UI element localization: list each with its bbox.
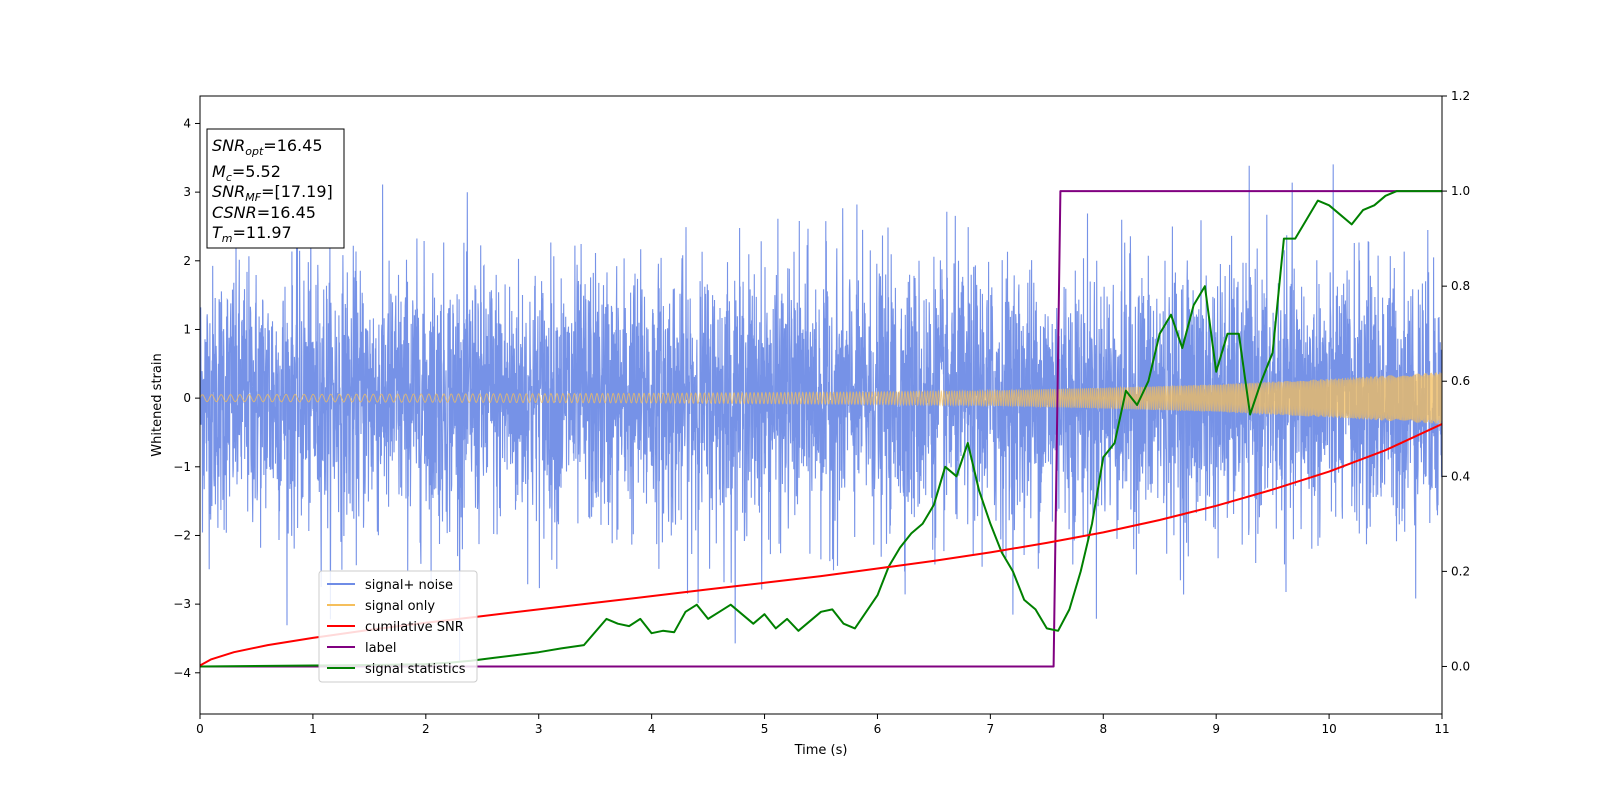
legend-item-signal-statistics: signal statistics <box>327 662 466 677</box>
y2-tick-label: 0.6 <box>1451 374 1470 388</box>
x-tick-label: 5 <box>761 722 769 736</box>
plot-frame <box>199 95 1443 715</box>
annotation-frame <box>206 128 345 249</box>
x-axis-label: Time (s) <box>794 743 848 758</box>
annotation-tm: Tm=11.97 <box>212 223 292 245</box>
legend-item-signal-plus-noise: signal+ noise <box>327 578 453 593</box>
y2-tick-label: 1.2 <box>1451 89 1470 103</box>
y-tick-label: −4 <box>173 666 191 680</box>
y2-tick-label: 0.8 <box>1451 279 1470 293</box>
axes-layer <box>199 95 1443 715</box>
legend-item-cumulative-snr: cumilative SNR <box>327 620 464 635</box>
x-tick-label: 0 <box>196 722 204 736</box>
label-line <box>200 190 1442 668</box>
y-tick-label: −1 <box>173 460 191 474</box>
y2-tick-label: 0.4 <box>1451 469 1470 483</box>
legend-label-signal-plus-noise: signal+ noise <box>365 578 453 593</box>
legend: signal+ noise signal only cumilative SNR… <box>318 570 478 683</box>
signal-only-layer <box>200 372 1442 425</box>
right-axis-lines-layer <box>200 190 1442 668</box>
legend-label-signal-only: signal only <box>365 599 435 614</box>
y-tick-label: 2 <box>183 254 191 268</box>
annotation-box: SNRopt=16.45 Mc=5.52 SNRMF=[17.19] CSNR=… <box>206 128 345 249</box>
legend-item-label: label <box>327 641 396 656</box>
y2-tick-label: 1.0 <box>1451 184 1470 198</box>
legend-frame <box>318 570 478 683</box>
x-tick-label: 7 <box>987 722 995 736</box>
ticks-layer: 0 1 2 3 4 5 6 7 8 9 10 1143210−1−2−3−41.21.00.80.60… <box>173 89 1470 736</box>
legend-item-signal-only: signal only <box>327 599 435 614</box>
x-tick-label: 10 <box>1321 722 1336 736</box>
cumulative-snr-line <box>200 423 1442 667</box>
x-tick-label: 1 <box>309 722 317 736</box>
y2-tick-label: 0.2 <box>1451 564 1470 578</box>
y-tick-label: 3 <box>183 185 191 199</box>
signal-only-line <box>200 372 1442 425</box>
annotation-csnr: CSNR=16.45 <box>212 203 316 222</box>
annotation-mc: Mc=5.52 <box>212 162 281 184</box>
y-axis-label: Whitened strain <box>150 353 165 456</box>
x-tick-label: 11 <box>1434 722 1449 736</box>
x-tick-label: 9 <box>1212 722 1220 736</box>
legend-label-signal-statistics: signal statistics <box>365 662 466 677</box>
x-tick-label: 2 <box>422 722 430 736</box>
y-tick-label: 4 <box>183 116 191 130</box>
y-tick-label: 0 <box>183 391 191 405</box>
y-tick-label: −3 <box>173 597 191 611</box>
x-tick-label: 4 <box>648 722 656 736</box>
legend-label-cumulative-snr: cumilative SNR <box>365 620 464 635</box>
y-tick-label: −2 <box>173 528 191 542</box>
y2-tick-label: 0.0 <box>1451 659 1470 673</box>
annotation-snr-opt: SNRopt=16.45 <box>212 136 323 158</box>
signal-plus-noise-line <box>200 164 1442 661</box>
signal-statistics-line <box>200 190 1442 668</box>
x-tick-label: 6 <box>874 722 882 736</box>
x-tick-label: 8 <box>1099 722 1107 736</box>
x-tick-label: 3 <box>535 722 543 736</box>
signal-plus-noise-layer <box>200 164 1442 661</box>
annotation-snr-mf: SNRMF=[17.19] <box>212 182 333 204</box>
y-tick-label: 1 <box>183 322 191 336</box>
legend-label-label: label <box>365 641 396 656</box>
